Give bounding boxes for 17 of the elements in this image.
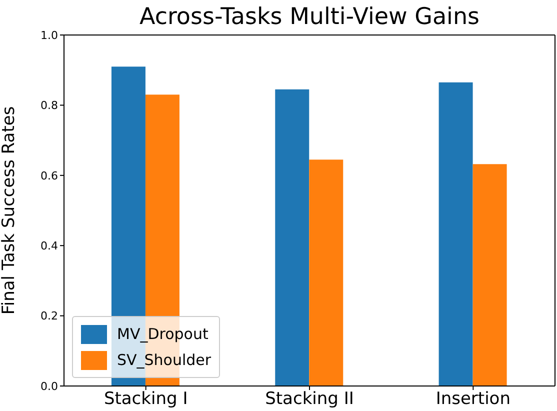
chart-title: Across-Tasks Multi-View Gains — [138, 4, 480, 30]
y-tick-label: 0.2 — [40, 310, 58, 323]
legend-label: MV_Dropout — [117, 325, 208, 343]
bar — [438, 82, 473, 386]
y-tick-label: 0.8 — [40, 99, 58, 112]
x-tick-label: Insertion — [436, 389, 511, 410]
y-tick-label: 0.0 — [40, 380, 58, 393]
y-tick-label: 0.4 — [40, 240, 58, 253]
x-tick-label: Stacking I — [104, 389, 188, 410]
x-tick-label: Stacking II — [265, 389, 354, 410]
y-tick-label: 0.6 — [40, 169, 58, 182]
bar — [472, 164, 507, 386]
legend-label: SV_Shoulder — [117, 351, 212, 369]
y-axis-title: Final Task Success Rates — [0, 106, 20, 315]
y-tick-label: 1.0 — [40, 28, 58, 42]
bar — [309, 160, 344, 386]
bar — [275, 89, 310, 386]
